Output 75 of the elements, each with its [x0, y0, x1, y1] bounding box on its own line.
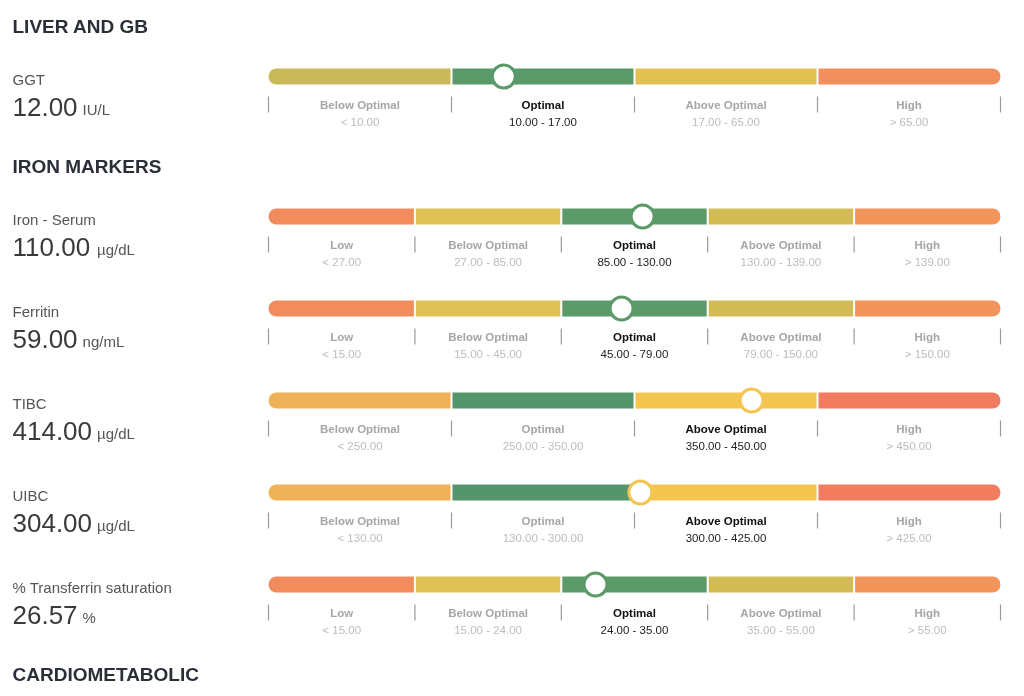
text: Above Optimal [740, 238, 822, 251]
category-label: Ferritin [12, 303, 60, 320]
text: < 27.00 [322, 255, 362, 268]
text: High [914, 606, 941, 619]
text: < 15.00 [322, 347, 362, 360]
text: Below Optimal [448, 238, 529, 251]
text: Optimal [613, 330, 656, 343]
text: < 250.00 [337, 439, 383, 452]
text: 250.00 - 350.00 [502, 439, 584, 452]
text: > 65.00 [889, 115, 929, 128]
text: Above Optimal [740, 606, 822, 619]
text: 130.00 - 139.00 [740, 255, 822, 268]
text: % [82, 609, 96, 626]
text: 79.00 - 150.00 [743, 347, 818, 360]
text: Low [330, 606, 354, 619]
text: Optimal [613, 606, 656, 619]
text: 17.00 - 65.00 [692, 115, 760, 128]
text: LIVER AND GB [12, 16, 148, 37]
text: ng/mL [82, 333, 125, 350]
text: High [896, 514, 922, 527]
text: Below Optimal [320, 98, 400, 111]
text: High [914, 330, 941, 343]
data-label: 304.00 [12, 507, 93, 538]
category-label: Iron - Serum [12, 211, 96, 228]
text: µg/dL [97, 241, 135, 258]
text: Optimal [521, 98, 565, 111]
text: > 139.00 [904, 255, 950, 268]
text: 15.00 - 45.00 [454, 347, 522, 360]
data-label: 26.57 [12, 599, 78, 630]
text: Below Optimal [320, 514, 400, 527]
text: 350.00 - 450.00 [685, 439, 767, 452]
text: Optimal [521, 514, 565, 527]
text: > 450.00 [886, 439, 932, 452]
text: CARDIOMETABOLIC [12, 664, 200, 685]
text: Below Optimal [448, 330, 529, 343]
text: Above Optimal [685, 98, 767, 111]
text: Optimal [521, 422, 565, 435]
text: Above Optimal [685, 514, 767, 527]
text: 45.00 - 79.00 [600, 347, 669, 360]
text: 15.00 - 24.00 [454, 623, 522, 636]
text: 85.00 - 130.00 [597, 255, 672, 268]
text: Low [330, 238, 354, 251]
text: Above Optimal [740, 330, 822, 343]
text: Below Optimal [320, 422, 400, 435]
text: > 150.00 [904, 347, 950, 360]
text: 24.00 - 35.00 [600, 623, 669, 636]
data-label: 12.00 [12, 91, 78, 122]
text: Optimal [613, 238, 656, 251]
text: Below Optimal [448, 606, 529, 619]
text: High [896, 98, 922, 111]
text: IU/L [82, 101, 111, 118]
text: High [914, 238, 941, 251]
text: 10.00 - 17.00 [509, 115, 577, 128]
text: 300.00 - 425.00 [685, 531, 767, 544]
text: < 130.00 [337, 531, 383, 544]
text: < 10.00 [340, 115, 380, 128]
text: Low [330, 330, 354, 343]
data-label: 414.00 [12, 415, 93, 446]
text: 130.00 - 300.00 [502, 531, 584, 544]
text: > 55.00 [907, 623, 947, 636]
text: µg/dL [97, 425, 135, 442]
text: < 15.00 [322, 623, 362, 636]
category-label: TIBC [12, 395, 47, 412]
text: µg/dL [97, 517, 135, 534]
category-label: % Transferrin saturation [12, 579, 172, 596]
data-label: 59.00 [12, 323, 78, 354]
text: High [896, 422, 922, 435]
text: > 425.00 [886, 531, 932, 544]
text: IRON MARKERS [12, 156, 162, 177]
text: 27.00 - 85.00 [454, 255, 522, 268]
category-label: GGT [12, 71, 45, 88]
text: 35.00 - 55.00 [747, 623, 815, 636]
data-label: 110.00 [12, 231, 91, 262]
category-label: UIBC [12, 487, 49, 504]
text: Above Optimal [685, 422, 767, 435]
